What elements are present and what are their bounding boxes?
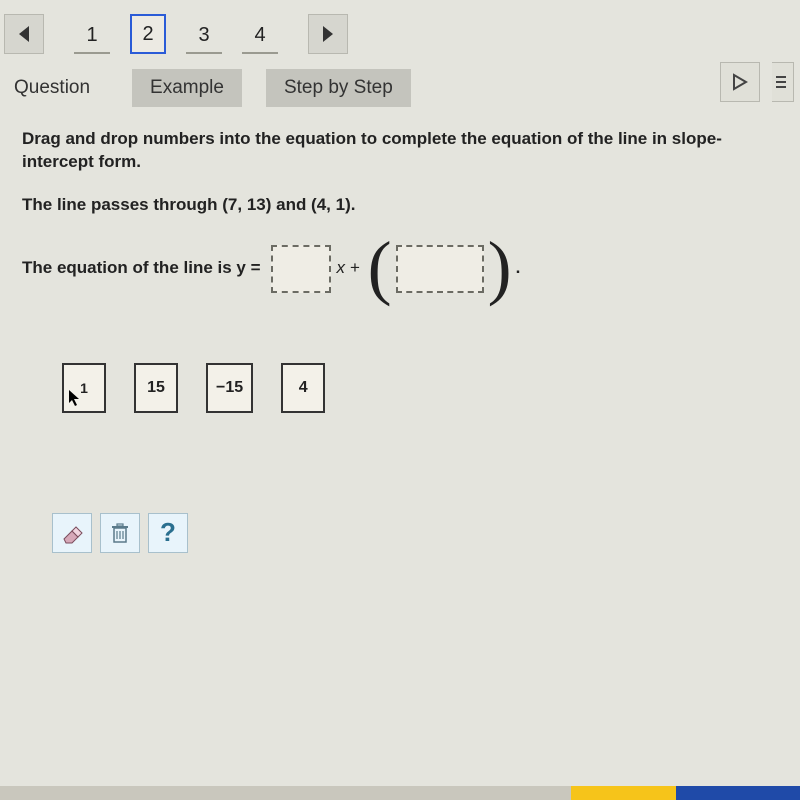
page-number-3[interactable]: 3 (186, 18, 222, 54)
x-plus-text: x + (337, 257, 360, 280)
page-number-4[interactable]: 4 (242, 18, 278, 54)
slope-drop-slot[interactable] (271, 245, 331, 293)
triangle-left-icon (17, 25, 31, 43)
chip-15[interactable]: 15 (134, 363, 178, 413)
trash-icon (108, 521, 132, 545)
play-outline-icon (731, 73, 749, 91)
question-content: Drag and drop numbers into the equation … (0, 112, 800, 553)
tab-step-by-step[interactable]: Step by Step (266, 69, 411, 107)
tab-question[interactable]: Question (4, 69, 108, 107)
open-paren: ( (368, 243, 392, 291)
page-number-bar: 1 2 3 4 (0, 0, 800, 54)
page-number-2[interactable]: 2 (130, 14, 166, 54)
tool-row: ? (22, 513, 778, 553)
next-page-button[interactable] (308, 14, 348, 54)
chip-4[interactable]: 4 (281, 363, 325, 413)
tab-example[interactable]: Example (132, 69, 242, 107)
bottom-color-strip (0, 786, 800, 800)
instruction-text: Drag and drop numbers into the equation … (22, 128, 778, 174)
page-number-1[interactable]: 1 (74, 18, 110, 54)
chip-one-label: 1 (80, 381, 88, 395)
prev-page-button[interactable] (4, 14, 44, 54)
draggable-chips-row: 1 15 −15 4 (22, 363, 778, 413)
play-button[interactable] (720, 62, 760, 102)
help-button[interactable]: ? (148, 513, 188, 553)
page-numbers: 1 2 3 4 (74, 14, 278, 54)
tab-bar: Question Example Step by Step (0, 54, 800, 112)
equation-period: . (516, 257, 521, 280)
strip-gray (0, 786, 571, 800)
eraser-button[interactable] (52, 513, 92, 553)
list-icon (774, 73, 792, 91)
triangle-right-icon (321, 25, 335, 43)
strip-blue (676, 786, 800, 800)
right-controls (720, 62, 794, 102)
points-text: The line passes through (7, 13) and (4, … (22, 194, 778, 217)
help-label: ? (160, 515, 176, 550)
eraser-icon (60, 521, 84, 545)
equation-line: The equation of the line is y = x + ( ) … (22, 245, 778, 293)
trash-button[interactable] (100, 513, 140, 553)
chip-neg-15[interactable]: −15 (206, 363, 253, 413)
intercept-drop-slot[interactable] (396, 245, 484, 293)
chip-one-over[interactable]: 1 (62, 363, 106, 413)
list-button[interactable] (772, 62, 794, 102)
close-paren: ) (488, 243, 512, 291)
equation-prefix: The equation of the line is y = (22, 257, 261, 280)
strip-yellow (571, 786, 676, 800)
